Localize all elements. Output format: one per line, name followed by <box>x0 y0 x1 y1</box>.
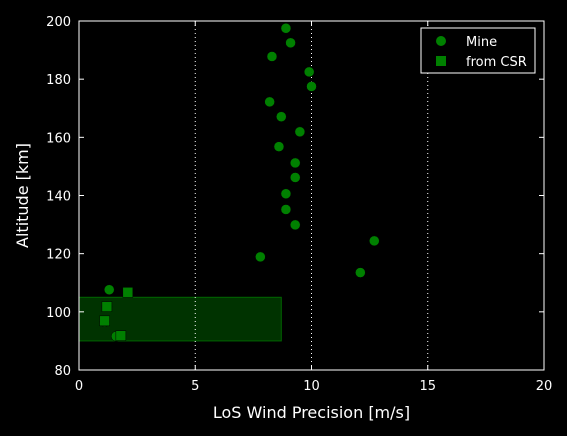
y-tick-label: 80 <box>54 364 71 379</box>
x-tick-label: 20 <box>536 379 553 394</box>
data-point-mine <box>280 188 292 200</box>
data-point-mine <box>289 172 301 183</box>
data-point-mine <box>306 81 317 92</box>
x-tick-label: 10 <box>303 379 320 394</box>
x-tick-label: 15 <box>419 379 436 394</box>
data-point-mine <box>276 111 287 122</box>
legend: Mine from CSR <box>420 27 536 74</box>
data-point-mine <box>369 235 380 247</box>
x-tick-label: 0 <box>75 379 83 394</box>
x-axis-label: LoS Wind Precision [m/s] <box>213 403 410 422</box>
data-point-mine <box>289 157 301 169</box>
data-point-from-csr <box>115 330 127 341</box>
y-tick-label: 180 <box>46 73 71 88</box>
data-point-mine <box>280 23 292 34</box>
y-tick-label: 100 <box>46 306 71 321</box>
x-tick-label: 5 <box>191 379 199 394</box>
y-tick-label: 160 <box>46 131 71 146</box>
legend-marker-from-csr <box>436 56 446 66</box>
y-tick-label: 120 <box>46 248 71 263</box>
data-point-mine <box>303 66 315 78</box>
data-point-mine <box>255 251 266 263</box>
y-tick-label: 140 <box>46 190 71 205</box>
data-point-mine <box>355 267 366 278</box>
data-point-mine <box>273 141 285 152</box>
data-point-mine <box>289 219 301 231</box>
legend-marker-mine <box>436 36 446 46</box>
data-point-mine <box>280 204 292 215</box>
data-point-mine <box>285 37 296 49</box>
legend-label-from-csr: from CSR <box>466 55 527 70</box>
legend-label-mine: Mine <box>466 35 497 50</box>
data-point-from-csr <box>122 287 134 298</box>
y-tick-label: 200 <box>46 15 71 30</box>
data-point-mine <box>294 126 306 138</box>
data-point-mine <box>264 96 275 108</box>
data-points <box>99 23 380 342</box>
data-point-mine <box>103 284 115 295</box>
data-point-mine <box>266 51 278 62</box>
y-axis-label: Altitude [km] <box>13 143 32 248</box>
axis-ticks: 0 5 10 15 20 80 100 120 140 160 180 200 <box>46 15 552 394</box>
data-point-from-csr <box>99 315 110 327</box>
data-point-from-csr <box>101 301 113 312</box>
